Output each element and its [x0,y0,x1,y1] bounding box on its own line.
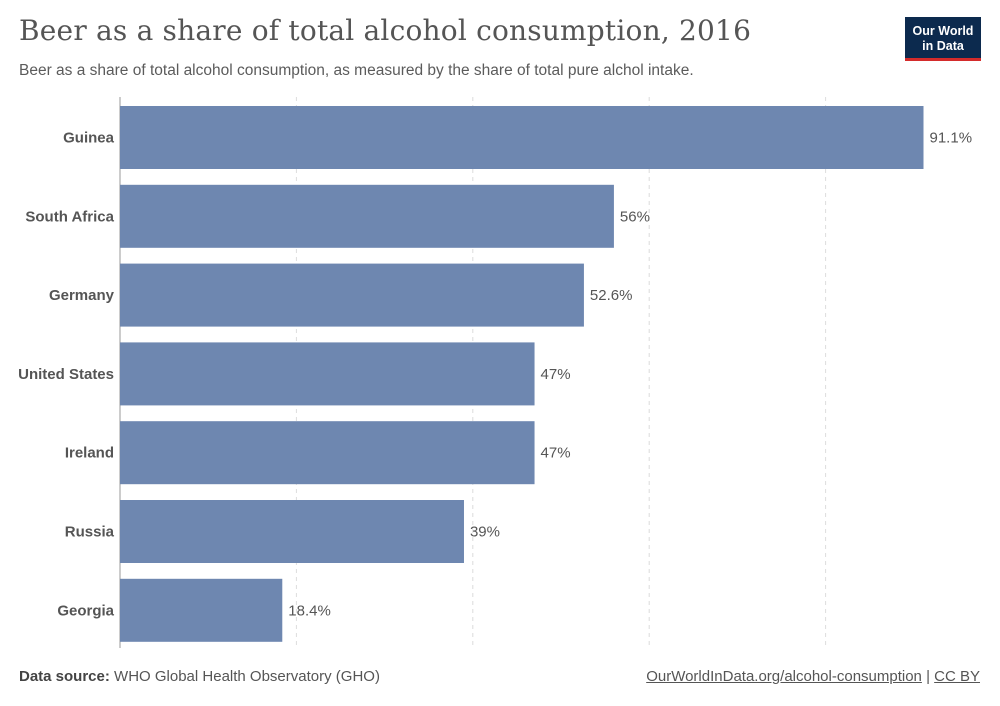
source-link[interactable]: OurWorldInData.org/alcohol-consumption [646,668,922,685]
value-label: 47% [541,366,571,383]
bar-guinea[interactable] [120,106,924,169]
logo-line-1: Our World [912,24,974,38]
bar-south-africa[interactable] [120,184,614,248]
bar-georgia[interactable] [120,578,283,642]
category-label: Ireland [65,445,114,462]
owid-logo[interactable]: Our World in Data [905,17,981,61]
source-text: WHO Global Health Observatory (GHO) [114,668,380,685]
logo-line-2: in Data [922,39,964,53]
value-label: 18.4% [288,602,331,619]
value-label: 52.6% [590,287,633,304]
category-label: South Africa [25,208,114,225]
category-label: United States [18,366,114,383]
footer-separator: | [926,668,930,685]
footer-links: OurWorldInData.org/alcohol-consumption |… [646,668,980,685]
value-label: 39% [470,524,500,541]
value-label: 56% [620,208,650,225]
bar-germany[interactable] [120,263,584,327]
bar-russia[interactable] [120,500,464,563]
footer-source: Data source: WHO Global Health Observato… [19,668,380,685]
bar-united-states[interactable] [120,342,535,406]
chart-subtitle: Beer as a share of total alcohol consump… [19,62,694,79]
category-label: Germany [49,287,115,304]
category-label: Russia [65,524,115,541]
chart-title: Beer as a share of total alcohol consump… [19,14,752,47]
category-label: Georgia [57,602,114,619]
value-label: 47% [541,445,571,462]
category-label: Guinea [63,130,115,147]
value-label: 91.1% [930,130,973,147]
license-link[interactable]: CC BY [934,668,980,685]
source-label: Data source: [19,668,110,685]
bar-ireland[interactable] [120,421,535,485]
